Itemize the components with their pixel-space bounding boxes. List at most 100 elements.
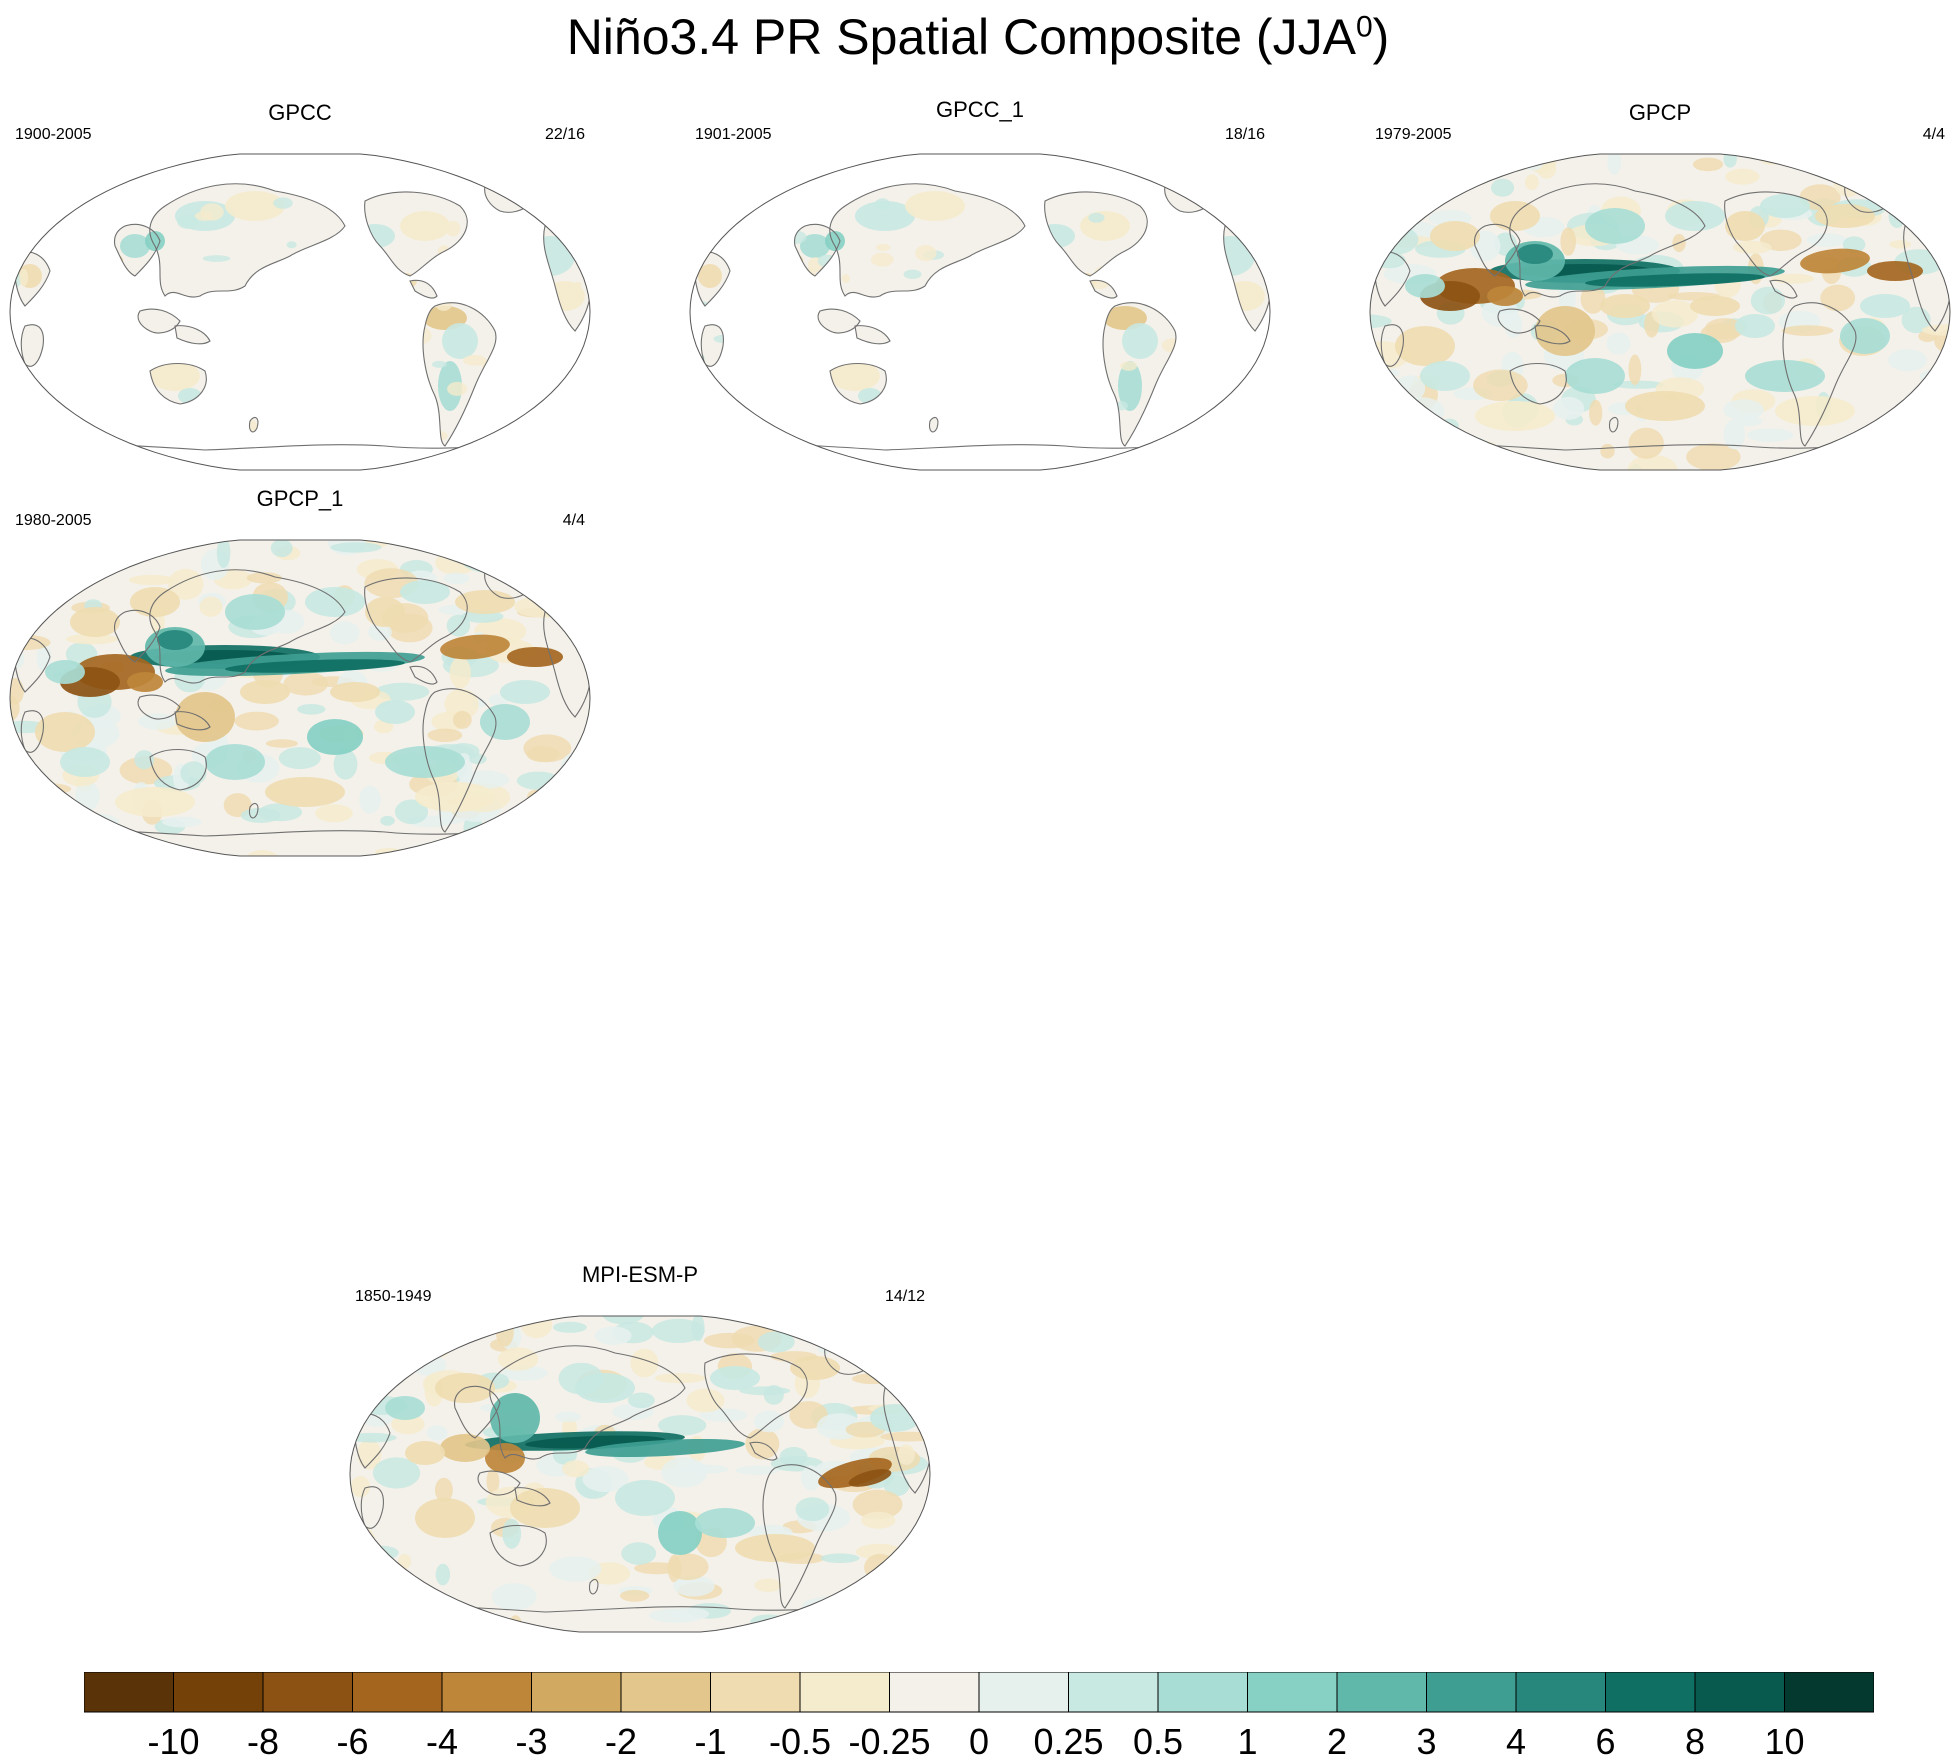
colorbar-tick-label: -6 [336, 1721, 368, 1762]
anomaly-contour [444, 688, 479, 720]
anomaly-contour [432, 840, 476, 855]
coastline [589, 1578, 599, 1595]
anomaly-contour [1818, 155, 1872, 167]
anomaly-contour [1771, 273, 1815, 284]
anomaly-contour [875, 198, 890, 210]
anomaly-contour [490, 1393, 540, 1443]
anomaly-contour [115, 787, 195, 817]
panel-period: 1980-2005 [15, 512, 92, 529]
anomaly-contour [1370, 314, 1392, 329]
anomaly-contour [10, 570, 46, 601]
coastline [249, 416, 259, 433]
anomaly-contour [180, 761, 207, 785]
coastline [1769, 279, 1798, 299]
anomaly-contour [120, 234, 150, 258]
anomaly-contour [1926, 402, 1949, 412]
anomaly-contour [1525, 174, 1539, 191]
anomaly-contour [240, 680, 290, 704]
map-panel-gpcc-1: GPCC_1 1901-2005 18/16 [685, 97, 1275, 475]
panel-count: 4/4 [1922, 126, 1945, 143]
anomaly-contour [1394, 375, 1426, 402]
anomaly-contour [1733, 240, 1772, 254]
anomaly-contour [661, 1457, 708, 1488]
anomaly-contour [1497, 462, 1523, 470]
anomaly-contour [200, 203, 224, 221]
anomaly-contour [365, 597, 405, 627]
anomaly-contour [1651, 300, 1699, 328]
colorbar-tick-label: 0.5 [1133, 1721, 1183, 1762]
anomaly-contour [1088, 212, 1105, 223]
anomaly-contour [19, 268, 29, 287]
colorbar-tick-label: -2 [605, 1721, 637, 1762]
anomaly-contour [1888, 349, 1927, 372]
anomaly-contour [1735, 314, 1775, 338]
anomaly-contour [795, 1497, 830, 1522]
map-border [1369, 153, 1951, 471]
anomaly-contour [554, 1411, 581, 1422]
anomaly-contour [445, 220, 461, 237]
anomaly-contour [763, 180, 778, 187]
anomaly-contour [491, 1583, 537, 1611]
coastline [1534, 325, 1571, 345]
panel-count: 14/12 [884, 1288, 925, 1305]
anomaly-contour [905, 191, 965, 221]
anomaly-contour [18, 782, 72, 795]
anomaly-contour [893, 1613, 912, 1632]
anomaly-contour [35, 712, 95, 752]
coastline [700, 324, 724, 367]
anomaly-contour [1384, 154, 1421, 174]
anomaly-contour [880, 1431, 930, 1442]
anomaly-contour [699, 1408, 748, 1422]
anomaly-contour [1560, 227, 1576, 256]
anomaly-contour [440, 850, 469, 856]
anomaly-contour [1787, 154, 1805, 162]
coastline [749, 1441, 778, 1461]
coastline [149, 362, 207, 405]
anomaly-contour [1943, 448, 1950, 470]
anomaly-contour [150, 361, 200, 391]
anomaly-contour [65, 837, 109, 854]
anomaly-contour [562, 1460, 590, 1478]
anomaly-contour [802, 1596, 855, 1618]
anomaly-contour [903, 1540, 917, 1558]
anomaly-contour [440, 1434, 490, 1462]
anomaly-contour [757, 1331, 795, 1353]
anomaly-contour [265, 739, 298, 748]
anomaly-contour [754, 1410, 785, 1433]
map-panel-gpcp-1: GPCP_1 1980-2005 4/4 [5, 486, 595, 864]
anomaly-contour [735, 1465, 780, 1475]
coastline [929, 416, 939, 433]
anomaly-contour [667, 1553, 709, 1581]
anomaly-contour [162, 816, 202, 828]
coastline [20, 324, 44, 367]
anomaly-contour [573, 281, 583, 289]
colorbar-swatch [1247, 1672, 1338, 1713]
anomaly-contour [1625, 391, 1705, 421]
anomaly-contour [70, 540, 93, 553]
anomaly-contour [1725, 211, 1765, 241]
colorbar-tick-label: 0.25 [1033, 1721, 1103, 1762]
panel-period: 1901-2005 [695, 126, 772, 143]
anomaly-contour [177, 215, 199, 229]
anomaly-contour [695, 1508, 755, 1538]
anomaly-contour [565, 235, 589, 243]
land-fill [818, 309, 860, 333]
map-svg [9, 539, 591, 857]
anomaly-contour [750, 1614, 787, 1630]
coastline [422, 688, 497, 833]
anomaly-contour [800, 1465, 822, 1491]
anomaly-contour [851, 1373, 894, 1385]
anomaly-contour [881, 1591, 930, 1620]
map-svg [9, 153, 591, 471]
anomaly-contour [1842, 236, 1866, 253]
anomaly-contour [870, 1318, 898, 1342]
anomaly-contour [394, 799, 429, 825]
colorbar-swatch [620, 1672, 711, 1713]
anomaly-contour [400, 580, 450, 604]
anomaly-contour [1840, 318, 1890, 354]
anomaly-contour [651, 1318, 705, 1343]
anomaly-contour [333, 749, 358, 780]
anomaly-contour [1600, 443, 1615, 459]
anomaly-contour [1858, 453, 1912, 465]
anomaly-contour [372, 1457, 421, 1489]
